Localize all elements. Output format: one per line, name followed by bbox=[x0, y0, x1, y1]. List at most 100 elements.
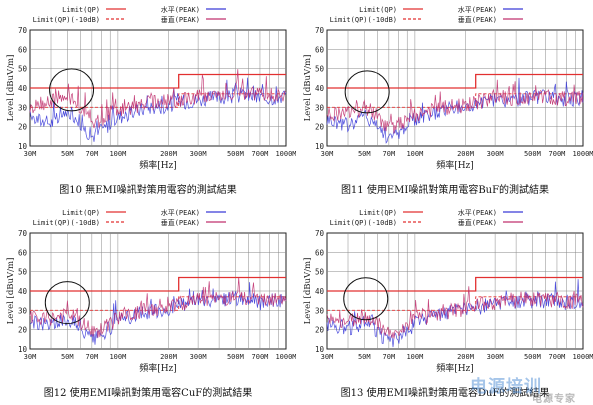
highlight-circle bbox=[343, 277, 389, 321]
x-tick-label: 70M bbox=[383, 150, 396, 158]
y-tick-label: 50 bbox=[18, 268, 28, 277]
y-tick-label: 70 bbox=[18, 229, 28, 238]
limit-qp-line bbox=[30, 73, 286, 89]
x-tick-label: 500M bbox=[227, 353, 244, 361]
x-tick-label: 200M bbox=[160, 150, 177, 158]
x-tick-label: 500M bbox=[524, 353, 541, 361]
chart-svg: 10 20 30 40 50 60 70 30M 50M 70M 100M 200M 300M 500M 7… bbox=[303, 5, 593, 171]
y-tick-label: 60 bbox=[18, 45, 28, 54]
x-tick-label: 100M bbox=[109, 150, 126, 158]
y-tick-label: 60 bbox=[18, 248, 28, 257]
y-tick-label: 30 bbox=[18, 306, 28, 315]
highlight-circle bbox=[49, 68, 95, 112]
x-tick-label: 1000M bbox=[572, 150, 593, 158]
y-tick-label: 10 bbox=[18, 345, 28, 354]
watermark-main: 电源培训 bbox=[470, 377, 542, 397]
chart-svg: 10 20 30 40 50 60 70 30M 50M 70M 100M 200M 300M 500M 7… bbox=[6, 208, 296, 374]
y-axis-label: Level [dBuV/m] bbox=[303, 258, 313, 325]
x-tick-label: 200M bbox=[457, 353, 474, 361]
y-tick-label: 20 bbox=[18, 326, 28, 335]
y-tick-label: 40 bbox=[315, 287, 325, 296]
x-tick-label: 70M bbox=[86, 150, 99, 158]
legend-label: Limit(QP) bbox=[62, 209, 100, 217]
x-tick-label: 300M bbox=[487, 150, 504, 158]
x-tick-label: 50M bbox=[358, 353, 371, 361]
chart-svg: 10 20 30 40 50 60 70 30M 50M 70M 100M 200M 300M 500M 7… bbox=[303, 208, 593, 374]
chart-caption: 图12 使用EMI噪訊對策用電容CuF的測試結果 bbox=[43, 388, 253, 399]
legend-label: 垂直(PEAK) bbox=[161, 218, 200, 227]
y-tick-label: 30 bbox=[18, 103, 28, 112]
chart-caption: 图10 無EMI噪訊對策用電容的測試結果 bbox=[59, 185, 237, 196]
legend-label: Limit(QP)(-10dB) bbox=[330, 16, 397, 24]
legend-label: Limit(QP)(-10dB) bbox=[33, 219, 100, 227]
x-tick-label: 500M bbox=[524, 150, 541, 158]
x-tick-label: 300M bbox=[190, 353, 207, 361]
y-tick-label: 40 bbox=[315, 84, 325, 93]
x-tick-label: 100M bbox=[406, 150, 423, 158]
chart-panel-12: 10 20 30 40 50 60 70 30M 50M 70M 100M 200M 300M 500M 7… bbox=[0, 203, 296, 405]
x-tick-label: 500M bbox=[227, 150, 244, 158]
legend-label: Limit(QP) bbox=[359, 6, 397, 14]
y-tick-label: 70 bbox=[315, 229, 325, 238]
legend-label: Limit(QP) bbox=[62, 6, 100, 14]
y-tick-label: 10 bbox=[315, 345, 325, 354]
x-tick-label: 700M bbox=[549, 150, 566, 158]
highlight-circle bbox=[44, 281, 90, 325]
y-axis-label: Level [dBuV/m] bbox=[6, 55, 16, 122]
x-tick-label: 1000M bbox=[572, 353, 593, 361]
y-tick-label: 10 bbox=[18, 142, 28, 151]
x-tick-label: 30M bbox=[321, 353, 334, 361]
x-tick-label: 100M bbox=[109, 353, 126, 361]
x-axis-label: 頻率[Hz] bbox=[436, 362, 474, 374]
legend-label: 垂直(PEAK) bbox=[458, 218, 497, 227]
x-tick-label: 100M bbox=[406, 353, 423, 361]
y-tick-label: 40 bbox=[18, 287, 28, 296]
x-tick-label: 70M bbox=[86, 353, 99, 361]
x-tick-label: 30M bbox=[321, 150, 334, 158]
chart-caption: 图13 使用EMI噪訊對策用電容DuF的測試結果 bbox=[340, 388, 550, 399]
y-axis-label: Level [dBuV/m] bbox=[6, 258, 16, 325]
chart-panel-10: 10 20 30 40 50 60 70 30M 50M 70M 100M 200M 300M 500M 7… bbox=[0, 0, 296, 202]
series-vertical-peak bbox=[326, 286, 584, 339]
series-vertical-peak bbox=[29, 69, 286, 129]
x-tick-label: 700M bbox=[549, 353, 566, 361]
x-tick-label: 30M bbox=[24, 353, 37, 361]
series-vertical-peak bbox=[326, 79, 584, 134]
legend-label: 垂直(PEAK) bbox=[161, 15, 200, 24]
limit-qp-line bbox=[30, 276, 286, 292]
x-tick-label: 1000M bbox=[275, 150, 296, 158]
legend-label: 水平(PEAK) bbox=[458, 208, 497, 217]
legend-label: 水平(PEAK) bbox=[161, 208, 200, 217]
x-tick-label: 50M bbox=[358, 150, 371, 158]
x-axis-label: 頻率[Hz] bbox=[436, 159, 474, 171]
y-tick-label: 30 bbox=[315, 306, 325, 315]
legend-label: 水平(PEAK) bbox=[458, 5, 497, 14]
y-tick-label: 70 bbox=[18, 26, 28, 35]
limit-qp-line bbox=[327, 276, 583, 292]
series-horizontal-peak bbox=[326, 77, 584, 144]
y-axis-label: Level [dBuV/m] bbox=[303, 55, 313, 122]
x-axis-label: 頻率[Hz] bbox=[139, 362, 177, 374]
y-tick-label: 20 bbox=[18, 123, 28, 132]
chart-panel-13: 10 20 30 40 50 60 70 30M 50M 70M 100M 200M 300M 500M 7… bbox=[297, 203, 593, 405]
y-tick-label: 50 bbox=[315, 65, 325, 74]
y-tick-label: 60 bbox=[315, 248, 325, 257]
x-axis-label: 頻率[Hz] bbox=[139, 159, 177, 171]
watermark-sub: 电源专家 bbox=[532, 394, 576, 405]
x-tick-label: 70M bbox=[383, 353, 396, 361]
x-tick-label: 300M bbox=[190, 150, 207, 158]
legend-label: Limit(QP)(-10dB) bbox=[33, 16, 100, 24]
legend-label: 水平(PEAK) bbox=[161, 5, 200, 14]
x-tick-label: 1000M bbox=[275, 353, 296, 361]
x-tick-label: 700M bbox=[252, 150, 269, 158]
x-tick-label: 300M bbox=[487, 353, 504, 361]
limit-qp-line bbox=[327, 73, 583, 89]
x-tick-label: 30M bbox=[24, 150, 37, 158]
chart-svg: 10 20 30 40 50 60 70 30M 50M 70M 100M 200M 300M 500M 7… bbox=[6, 5, 296, 171]
highlight-circle bbox=[344, 70, 390, 114]
x-tick-label: 200M bbox=[457, 150, 474, 158]
legend-label: Limit(QP) bbox=[359, 209, 397, 217]
series-vertical-peak bbox=[29, 277, 287, 338]
y-tick-label: 40 bbox=[18, 84, 28, 93]
watermark-logo: 电源培训 电源专家 bbox=[470, 372, 590, 405]
